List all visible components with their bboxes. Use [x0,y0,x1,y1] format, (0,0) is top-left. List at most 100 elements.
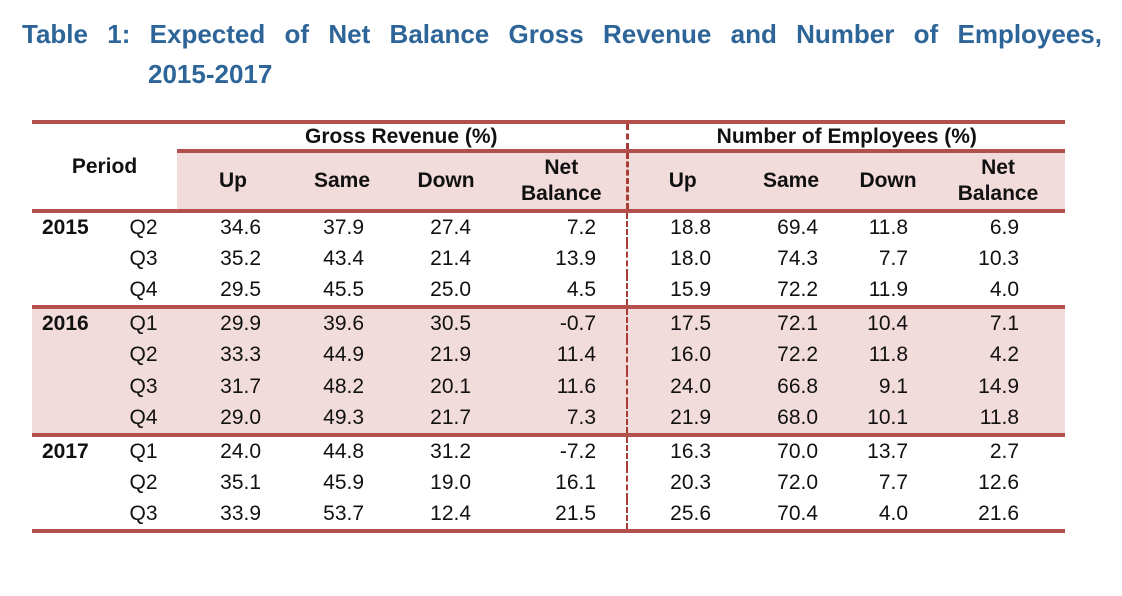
employees-value: 4.2 [931,339,1066,371]
employees-value: 17.5 [626,305,738,339]
employees-value: 16.0 [626,339,738,371]
gross-revenue-value: 29.9 [177,305,290,339]
year-cell: 2016 [32,305,110,339]
gross-revenue-value: 21.9 [395,339,498,371]
gross-revenue-value: 25.0 [395,275,498,307]
year-cell [32,275,110,307]
gross-same-header: Same [289,151,396,213]
employees-same-header: Same [737,151,846,213]
employees-value: 10.4 [845,305,932,339]
table-body: 2015 Q2 34.6 37.9 27.4 7.2 18.8 69.4 11.8 6.9 Q3 35… [32,209,1066,533]
data-table: Period Gross Revenue (%) Number of Emplo… [32,120,1066,533]
quarter-cell: Q2 [110,339,178,371]
gross-net-balance-header: Net Balance [497,151,628,213]
table-row: Q4 29.0 49.3 21.7 7.3 21.9 68.0 10.1 11.8 [32,403,1066,435]
document-page: Table 1: Expected of Net Balance Gross R… [0,14,1122,533]
employees-value: 68.0 [737,403,846,435]
employees-value: 18.0 [626,243,738,275]
year-cell [32,499,110,533]
employees-value: 11.8 [845,209,932,243]
table-title-line1: Table 1: Expected of Net Balance Gross R… [22,19,1102,49]
gross-revenue-value: 31.2 [395,433,498,467]
gross-down-header: Down [395,151,498,213]
sub-header-row: Up Same Down Net Balance Up Same Down Ne… [32,151,1066,213]
gross-revenue-value: 7.2 [497,209,628,243]
gross-revenue-value: 45.5 [289,275,396,307]
employees-net-balance-header: Net Balance [931,151,1066,213]
employees-value: 10.3 [931,243,1066,275]
gross-revenue-value: 37.9 [289,209,396,243]
employees-value: 11.8 [845,339,932,371]
year-cell [32,467,110,499]
gross-revenue-value: 21.5 [497,499,628,533]
gross-revenue-value: 35.2 [177,243,290,275]
gross-revenue-value: 16.1 [497,467,628,499]
table-row: Q4 29.5 45.5 25.0 4.5 15.9 72.2 11.9 4.0 [32,275,1066,307]
quarter-cell: Q4 [110,403,178,435]
gross-revenue-value: 12.4 [395,499,498,533]
gross-revenue-value: 30.5 [395,305,498,339]
gross-revenue-value: 4.5 [497,275,628,307]
gross-revenue-value: 21.4 [395,243,498,275]
gross-revenue-value: 44.9 [289,339,396,371]
employees-value: 66.8 [737,371,846,403]
year-cell: 2015 [32,209,110,243]
group-header-row: Period Gross Revenue (%) Number of Emplo… [32,120,1066,213]
employees-value: 72.0 [737,467,846,499]
gross-revenue-value: 48.2 [289,371,396,403]
gross-revenue-value: 44.8 [289,433,396,467]
gross-revenue-value: -7.2 [497,433,628,467]
gross-revenue-value: 29.5 [177,275,290,307]
gross-revenue-value: 19.0 [395,467,498,499]
employees-value: 21.6 [931,499,1066,533]
employees-value: 11.9 [845,275,932,307]
gross-revenue-value: -0.7 [497,305,628,339]
gross-revenue-value: 33.3 [177,339,290,371]
employees-value: 7.7 [845,467,932,499]
employees-value: 70.0 [737,433,846,467]
gross-revenue-value: 7.3 [497,403,628,435]
quarter-cell: Q3 [110,243,178,275]
quarter-cell: Q1 [110,305,178,339]
table-row: Q3 35.2 43.4 21.4 13.9 18.0 74.3 7.7 10.3 [32,243,1066,275]
table-row: Q3 33.9 53.7 12.4 21.5 25.6 70.4 4.0 21.6 [32,499,1066,533]
employees-value: 15.9 [626,275,738,307]
quarter-cell: Q2 [110,467,178,499]
table-title: Table 1: Expected of Net Balance Gross R… [22,14,1102,94]
employees-value: 72.1 [737,305,846,339]
employees-value: 4.0 [931,275,1066,307]
gross-revenue-group-header: Gross Revenue (%) [177,120,628,153]
employees-value: 2.7 [931,433,1066,467]
table-header: Period Gross Revenue (%) Number of Emplo… [32,120,1066,213]
table-row: Q2 33.3 44.9 21.9 11.4 16.0 72.2 11.8 4.2 [32,339,1066,371]
employees-value: 20.3 [626,467,738,499]
employees-value: 24.0 [626,371,738,403]
employees-value: 7.7 [845,243,932,275]
gross-revenue-value: 43.4 [289,243,396,275]
employees-value: 74.3 [737,243,846,275]
employees-value: 72.2 [737,339,846,371]
employees-value: 4.0 [845,499,932,533]
table-row: Q3 31.7 48.2 20.1 11.6 24.0 66.8 9.1 14.9 [32,371,1066,403]
table-title-line2: 2015-2017 [148,59,273,89]
employees-value: 11.8 [931,403,1066,435]
employees-value: 72.2 [737,275,846,307]
gross-revenue-value: 53.7 [289,499,396,533]
gross-revenue-value: 35.1 [177,467,290,499]
table-row: 2015 Q2 34.6 37.9 27.4 7.2 18.8 69.4 11.8 6.9 [32,209,1066,243]
employees-value: 21.9 [626,403,738,435]
table-row: 2017 Q1 24.0 44.8 31.2 -7.2 16.3 70.0 13.7 2.7 [32,433,1066,467]
quarter-cell: Q2 [110,209,178,243]
employees-value: 69.4 [737,209,846,243]
employees-value: 7.1 [931,305,1066,339]
year-cell [32,339,110,371]
gross-up-header: Up [177,151,290,213]
employees-value: 70.4 [737,499,846,533]
gross-revenue-value: 24.0 [177,433,290,467]
gross-revenue-value: 39.6 [289,305,396,339]
table-row: 2016 Q1 29.9 39.6 30.5 -0.7 17.5 72.1 10.4 7.1 [32,305,1066,339]
gross-revenue-value: 33.9 [177,499,290,533]
period-column-header: Period [32,120,178,213]
employees-value: 12.6 [931,467,1066,499]
employees-value: 6.9 [931,209,1066,243]
